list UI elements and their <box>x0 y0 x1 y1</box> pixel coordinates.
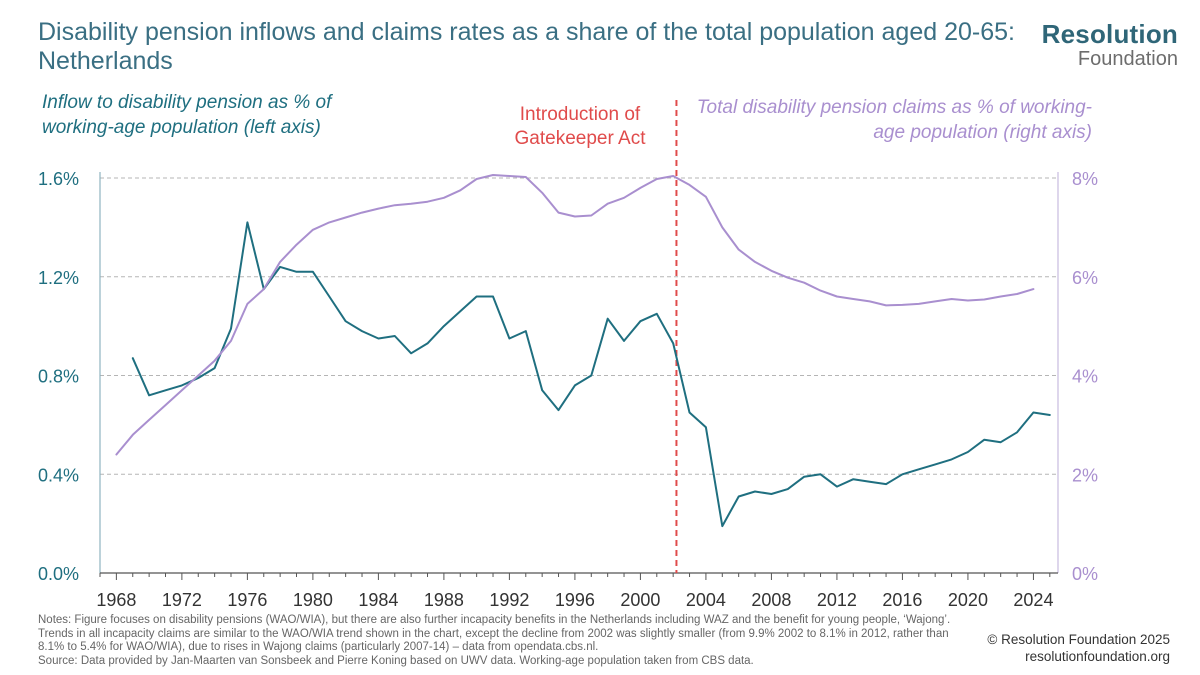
left-y-tick-label: 0.8% <box>38 367 79 387</box>
left-y-tick-label: 0.0% <box>38 564 79 584</box>
copyright-text: © Resolution Foundation 2025 <box>987 632 1170 647</box>
x-tick-label: 1996 <box>555 590 595 610</box>
source-text: Source: Data provided by Jan-Maarten van… <box>38 654 754 667</box>
claims-series-line <box>115 174 1035 456</box>
left-y-tick-label: 0.4% <box>38 465 79 485</box>
chart-notes: Notes: Figure focuses on disability pens… <box>38 614 968 668</box>
left-y-tick-label: 1.6% <box>38 169 79 189</box>
logo-text-foundation: Foundation <box>1077 48 1178 70</box>
resolution-foundation-logo: Resolution Foundation <box>1042 20 1178 70</box>
inflow-series-line <box>131 221 1051 528</box>
x-tick-label: 1972 <box>162 590 202 610</box>
x-tick-label: 1984 <box>358 590 398 610</box>
chart-title: Disability pension inflows and claims ra… <box>38 18 1015 75</box>
right-y-tick-label: 8% <box>1072 169 1098 189</box>
right-y-tick-label: 2% <box>1072 465 1098 485</box>
right-y-tick-label: 6% <box>1072 268 1098 288</box>
x-tick-label: 2016 <box>882 590 922 610</box>
gatekeeper-act-label: Introduction of Gatekeeper Act <box>514 104 646 149</box>
x-tick-label: 2024 <box>1013 590 1053 610</box>
right-series-label: Total disability pension claims as % of … <box>696 97 1092 143</box>
website-link[interactable]: resolutionfoundation.org <box>1025 649 1170 664</box>
x-tick-label: 2012 <box>817 590 857 610</box>
x-tick-label: 1980 <box>293 590 333 610</box>
x-tick-label: 2000 <box>620 590 660 610</box>
x-tick-label: 2020 <box>948 590 988 610</box>
x-tick-label: 2004 <box>686 590 726 610</box>
x-tick-label: 1992 <box>489 590 529 610</box>
right-y-tick-label: 0% <box>1072 564 1098 584</box>
x-tick-label: 1968 <box>96 590 136 610</box>
x-tick-label: 2008 <box>751 590 791 610</box>
x-tick-label: 1988 <box>424 590 464 610</box>
right-y-tick-label: 4% <box>1072 367 1098 387</box>
x-tick-label: 1976 <box>227 590 267 610</box>
left-series-label: Inflow to disability pension as % of wor… <box>42 92 332 138</box>
left-y-tick-label: 1.2% <box>38 268 79 288</box>
copyright-block: © Resolution Foundation 2025 resolutionf… <box>987 631 1170 665</box>
logo-text-resolution: Resolution <box>1041 19 1178 49</box>
notes-text: Notes: Figure focuses on disability pens… <box>38 614 951 653</box>
